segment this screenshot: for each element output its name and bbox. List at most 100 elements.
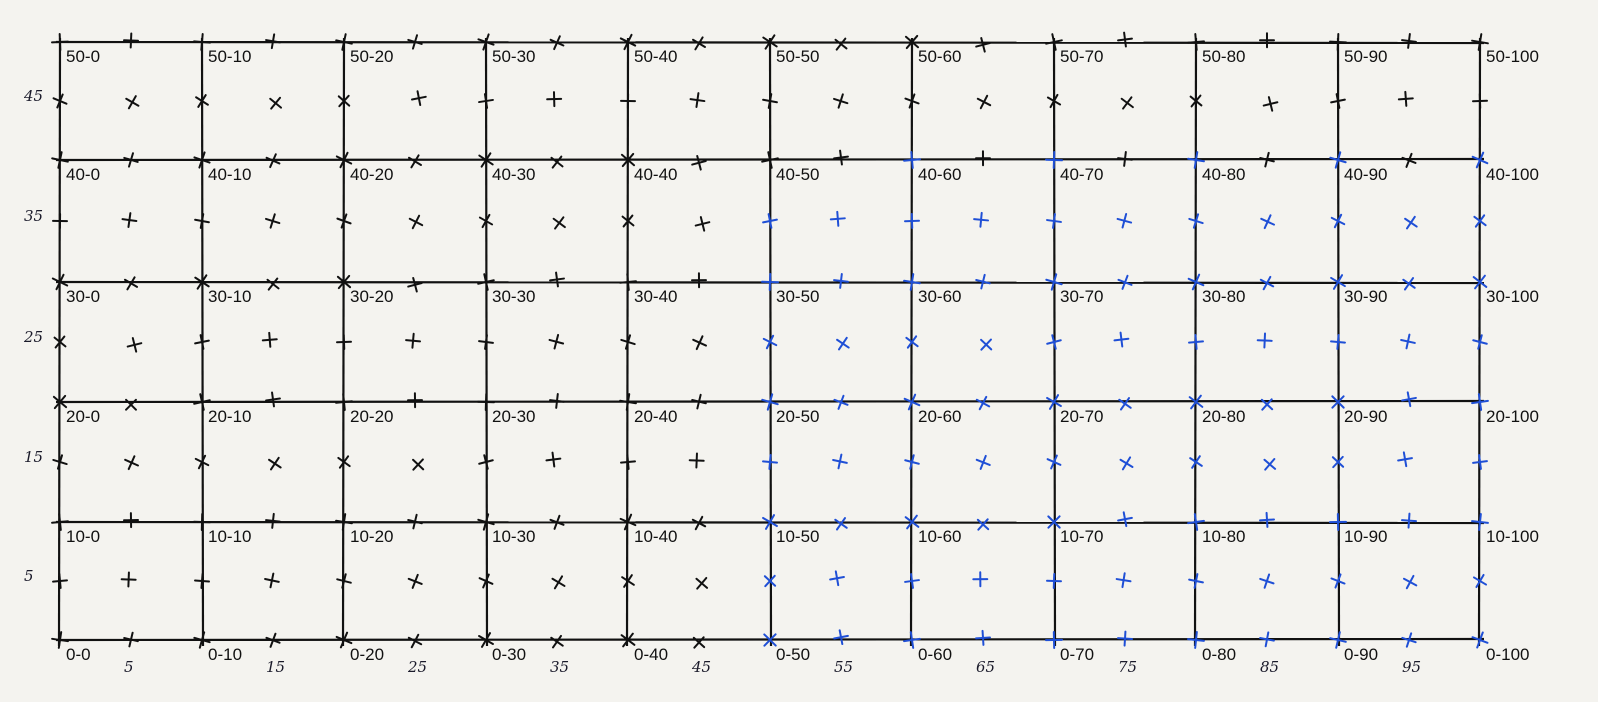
cross-mark [973, 211, 990, 228]
cross-mark [1331, 395, 1345, 409]
cross-mark [52, 93, 68, 109]
cross-mark [1260, 398, 1274, 411]
cross-mark [407, 392, 423, 409]
cell-label-50-60: 50-60 [918, 47, 962, 66]
cross-mark [193, 631, 211, 649]
cross-mark [405, 332, 422, 349]
cell-label-10-10: 10-10 [208, 527, 252, 546]
cross-mark [1117, 150, 1133, 167]
cross-mark [1113, 331, 1130, 348]
cross-mark [1046, 334, 1062, 350]
cross-mark [121, 212, 138, 228]
cell-label-50-0: 50-0 [66, 47, 101, 66]
cross-mark [1188, 573, 1204, 589]
cell-label-20-0: 20-0 [66, 407, 101, 426]
cross-mark [980, 338, 993, 351]
cross-mark [123, 32, 139, 49]
cross-mark [975, 273, 991, 290]
cross-mark [619, 393, 637, 411]
cell-label-40-100: 40-100 [1486, 165, 1539, 184]
cross-mark [52, 213, 68, 229]
cell-label-20-100: 20-100 [1486, 407, 1539, 426]
cell-label-20-20: 20-20 [350, 407, 394, 426]
cell-label-40-40: 40-40 [634, 165, 678, 184]
cell-label-0-100: 0-100 [1486, 645, 1530, 664]
cross-mark [762, 34, 778, 50]
cross-mark [1045, 33, 1063, 51]
cross-mark [336, 213, 352, 229]
cross-mark [762, 454, 778, 470]
cell-label-20-30: 20-30 [492, 407, 536, 426]
cross-mark [1047, 515, 1061, 529]
cross-mark [477, 393, 495, 411]
cross-mark [833, 93, 849, 109]
cell-label-30-90: 30-90 [1344, 287, 1388, 306]
cell-label-40-70: 40-70 [1060, 165, 1104, 184]
cross-mark [763, 574, 777, 588]
cross-mark [53, 335, 67, 349]
cross-mark [407, 513, 423, 530]
cross-mark [1187, 33, 1205, 51]
cross-mark [194, 573, 210, 589]
cross-mark [1119, 456, 1134, 471]
cross-mark [1401, 33, 1417, 49]
cross-mark [268, 456, 282, 471]
cross-mark [52, 573, 68, 589]
cross-mark [1329, 631, 1347, 649]
cross-mark [407, 573, 423, 589]
bottom-hand-number: 95 [1402, 658, 1422, 676]
cell-label-40-30: 40-30 [492, 165, 536, 184]
cell-label-10-70: 10-70 [1060, 527, 1104, 546]
cross-mark [51, 151, 69, 169]
cell-label-10-60: 10-60 [918, 527, 962, 546]
cell-label-30-20: 30-20 [350, 287, 394, 306]
cross-mark [1117, 274, 1133, 290]
cell-label-50-70: 50-70 [1060, 47, 1104, 66]
cross-mark [975, 37, 991, 53]
cross-mark [478, 152, 494, 168]
cross-mark [1471, 33, 1489, 51]
bottom-hand-number: 85 [1260, 658, 1280, 676]
cross-mark [265, 33, 281, 50]
cross-mark [1115, 572, 1132, 589]
cross-mark [1401, 152, 1417, 168]
cell-label-10-40: 10-40 [634, 527, 678, 546]
cross-mark [762, 93, 778, 109]
cross-mark [1404, 215, 1418, 230]
cross-mark [1256, 332, 1273, 349]
cross-mark [51, 631, 69, 649]
cross-mark [265, 213, 281, 229]
bottom-hand-number: 65 [976, 658, 996, 676]
cell-label-50-50: 50-50 [776, 47, 820, 66]
cross-mark [193, 33, 211, 51]
cross-mark [1331, 455, 1345, 469]
cross-mark [904, 514, 920, 530]
cross-mark [407, 154, 423, 169]
cross-mark [834, 517, 848, 531]
cell-label-10-100: 10-100 [1486, 527, 1539, 546]
cross-mark [1117, 31, 1133, 48]
cross-mark [52, 454, 68, 470]
cross-mark [762, 334, 778, 350]
cross-mark [1329, 513, 1347, 531]
left-hand-number: 15 [24, 448, 44, 466]
cross-mark [621, 214, 635, 228]
cell-label-10-50: 10-50 [776, 527, 820, 546]
cross-mark [1329, 151, 1347, 169]
cross-mark [261, 331, 278, 348]
cross-mark [120, 571, 137, 588]
cross-mark [691, 515, 707, 531]
cross-mark [335, 393, 353, 411]
cell-label-20-70: 20-70 [1060, 407, 1104, 426]
cross-mark [1259, 151, 1275, 168]
cell-label-30-60: 30-60 [918, 287, 962, 306]
cross-mark [1402, 277, 1416, 291]
cross-mark [1189, 94, 1203, 108]
cross-mark [619, 33, 637, 51]
cross-mark [1046, 93, 1062, 109]
cross-mark [1397, 451, 1413, 468]
cross-mark [975, 395, 991, 411]
cross-mark [478, 93, 494, 109]
